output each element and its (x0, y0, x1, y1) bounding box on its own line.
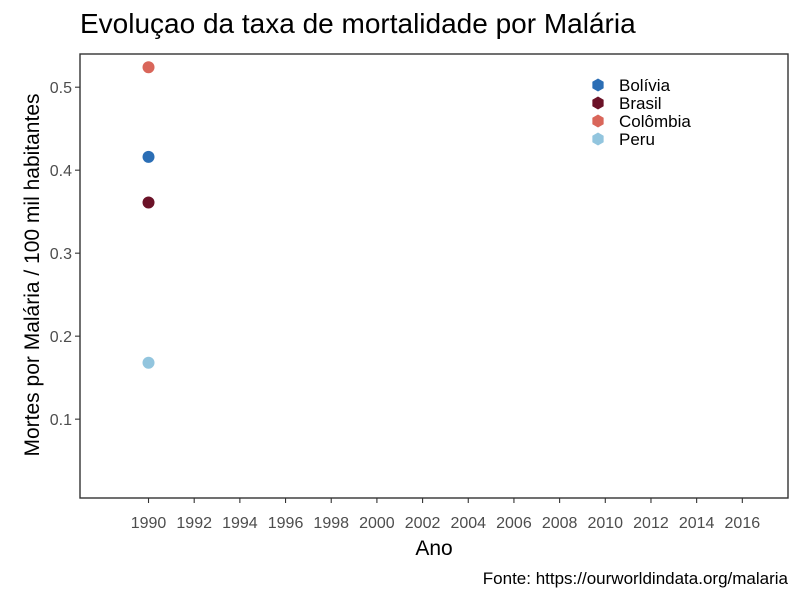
x-axis: 1990 1992 1994 1996 1998 2000 2002 2004 2006 2008… (131, 498, 761, 532)
x-tick-label: 2002 (405, 515, 441, 532)
x-tick-label: 1998 (313, 515, 349, 532)
y-tick-label: 0.1 (50, 412, 72, 429)
x-tick-label: 2008 (542, 515, 578, 532)
x-tick-label: 1990 (131, 515, 167, 532)
legend-label: Bolívia (619, 76, 671, 95)
x-tick-label: 1992 (176, 515, 212, 532)
x-tick-label: 2016 (725, 515, 761, 532)
y-tick-label: 0.4 (50, 163, 72, 180)
y-axis: 0.1 0.2 0.3 0.4 0.5 (50, 80, 80, 429)
x-tick-label: 2012 (633, 515, 669, 532)
data-point (142, 196, 155, 209)
legend-label: Peru (619, 130, 655, 149)
caption: Fonte: https://ourworldindata.org/malari… (483, 569, 789, 588)
y-axis-title: Mortes por Malária / 100 mil habitantes (21, 94, 44, 457)
x-tick-label: 2010 (587, 515, 623, 532)
x-tick-label: 2006 (496, 515, 532, 532)
data-point (142, 150, 155, 163)
chart-title: Evoluçao da taxa de mortalidade por Malá… (80, 8, 636, 39)
legend-key (592, 114, 604, 128)
x-tick-label: 1994 (222, 515, 258, 532)
x-axis-title: Ano (415, 537, 452, 560)
legend-label: Colômbia (619, 112, 691, 131)
data-points (142, 61, 155, 369)
legend-key (592, 78, 604, 92)
x-tick-label: 2014 (679, 515, 715, 532)
x-tick-label: 2004 (450, 515, 486, 532)
y-tick-label: 0.2 (50, 329, 72, 346)
data-point (142, 356, 155, 369)
legend-label: Brasil (619, 94, 662, 113)
legend-key (592, 132, 604, 146)
x-tick-label: 2000 (359, 515, 395, 532)
plot-panel (79, 53, 789, 499)
y-tick-label: 0.5 (50, 80, 72, 97)
y-tick-label: 0.3 (50, 246, 72, 263)
legend-key (592, 96, 604, 110)
x-tick-label: 1996 (268, 515, 304, 532)
data-point (142, 61, 155, 74)
